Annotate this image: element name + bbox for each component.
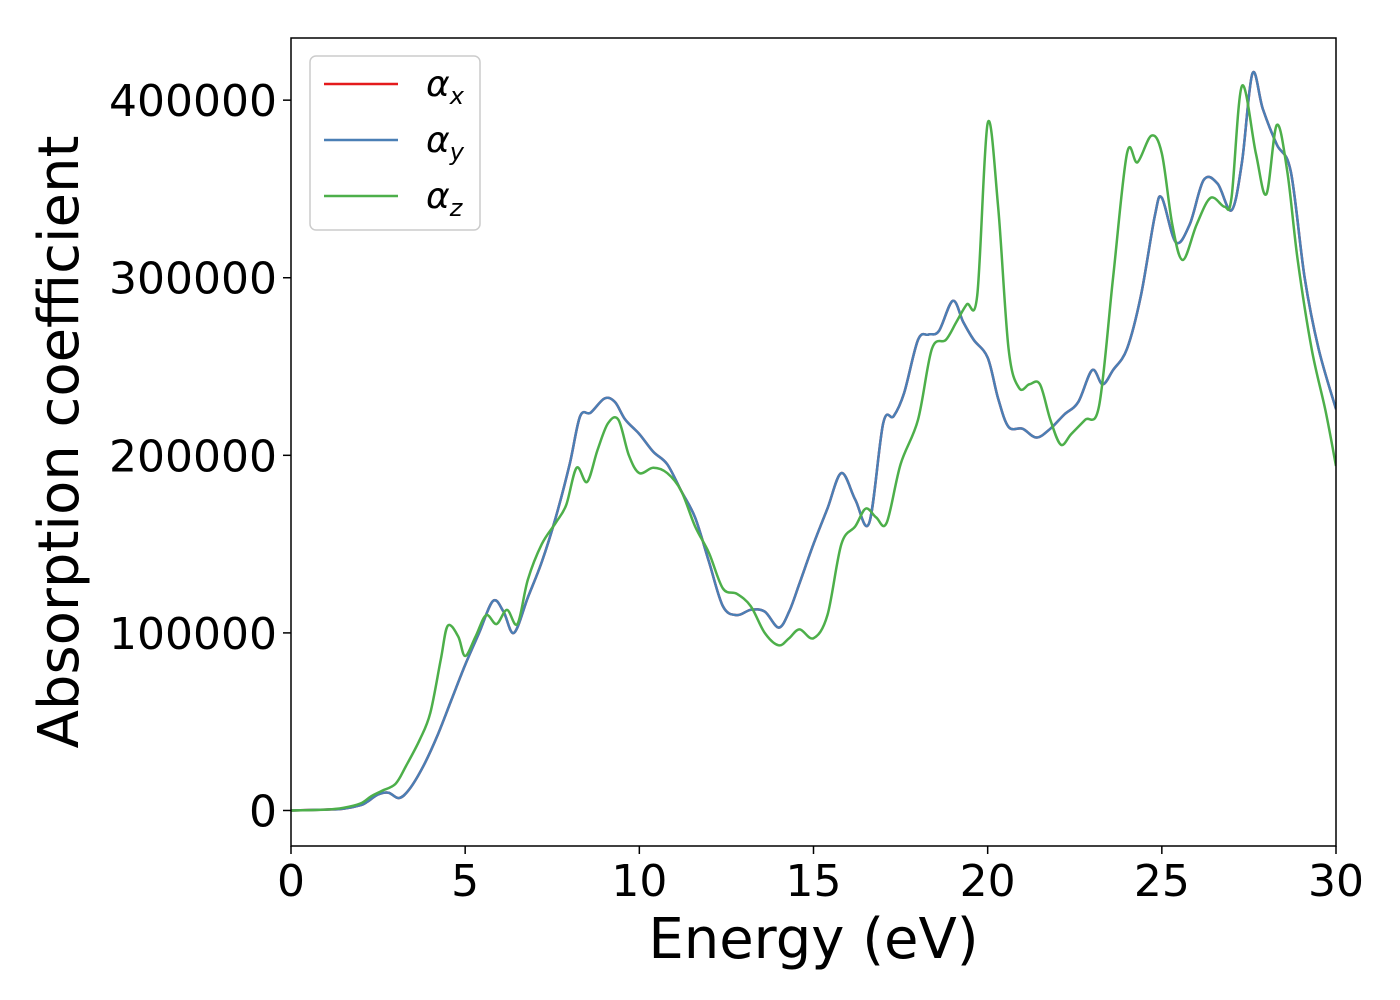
legend-symbol: α: [426, 64, 450, 105]
x-tick-label: 15: [786, 856, 842, 907]
y-tick-label: 100000: [109, 609, 277, 660]
y-tick-label: 400000: [109, 76, 277, 127]
series-line-z: [291, 84, 1336, 812]
y-tick-label: 0: [249, 786, 277, 837]
y-tick-label: 200000: [109, 431, 277, 482]
legend-symbol: α: [426, 176, 450, 217]
legend-symbol: α: [426, 120, 450, 161]
x-tick-label: 0: [277, 856, 305, 907]
x-tick-label: 5: [451, 856, 479, 907]
legend-label-y: αy: [426, 120, 465, 166]
legend-subscript: z: [449, 194, 464, 222]
x-axis-label: Energy (eV): [648, 907, 978, 972]
x-tick-label: 25: [1134, 856, 1190, 907]
y-axis-ticks: 0 100000 200000 300000 400000: [109, 76, 291, 837]
x-tick-label: 20: [960, 856, 1016, 907]
legend-label-z: αz: [426, 176, 464, 222]
series-line-y: [291, 70, 1336, 812]
legend-box: [309, 55, 481, 231]
y-tick-label: 300000: [109, 254, 277, 305]
series-layer: [291, 70, 1336, 812]
legend-subscript: x: [449, 82, 465, 110]
x-axis-ticks: 0 5 10 15 20 25 30: [277, 846, 1364, 907]
legend-label-x: αx: [426, 64, 465, 110]
x-tick-label: 30: [1308, 856, 1364, 907]
legend-subscript: y: [449, 138, 465, 166]
x-tick-label: 10: [611, 856, 667, 907]
y-axis-label: Absorption coefficient: [27, 136, 92, 749]
